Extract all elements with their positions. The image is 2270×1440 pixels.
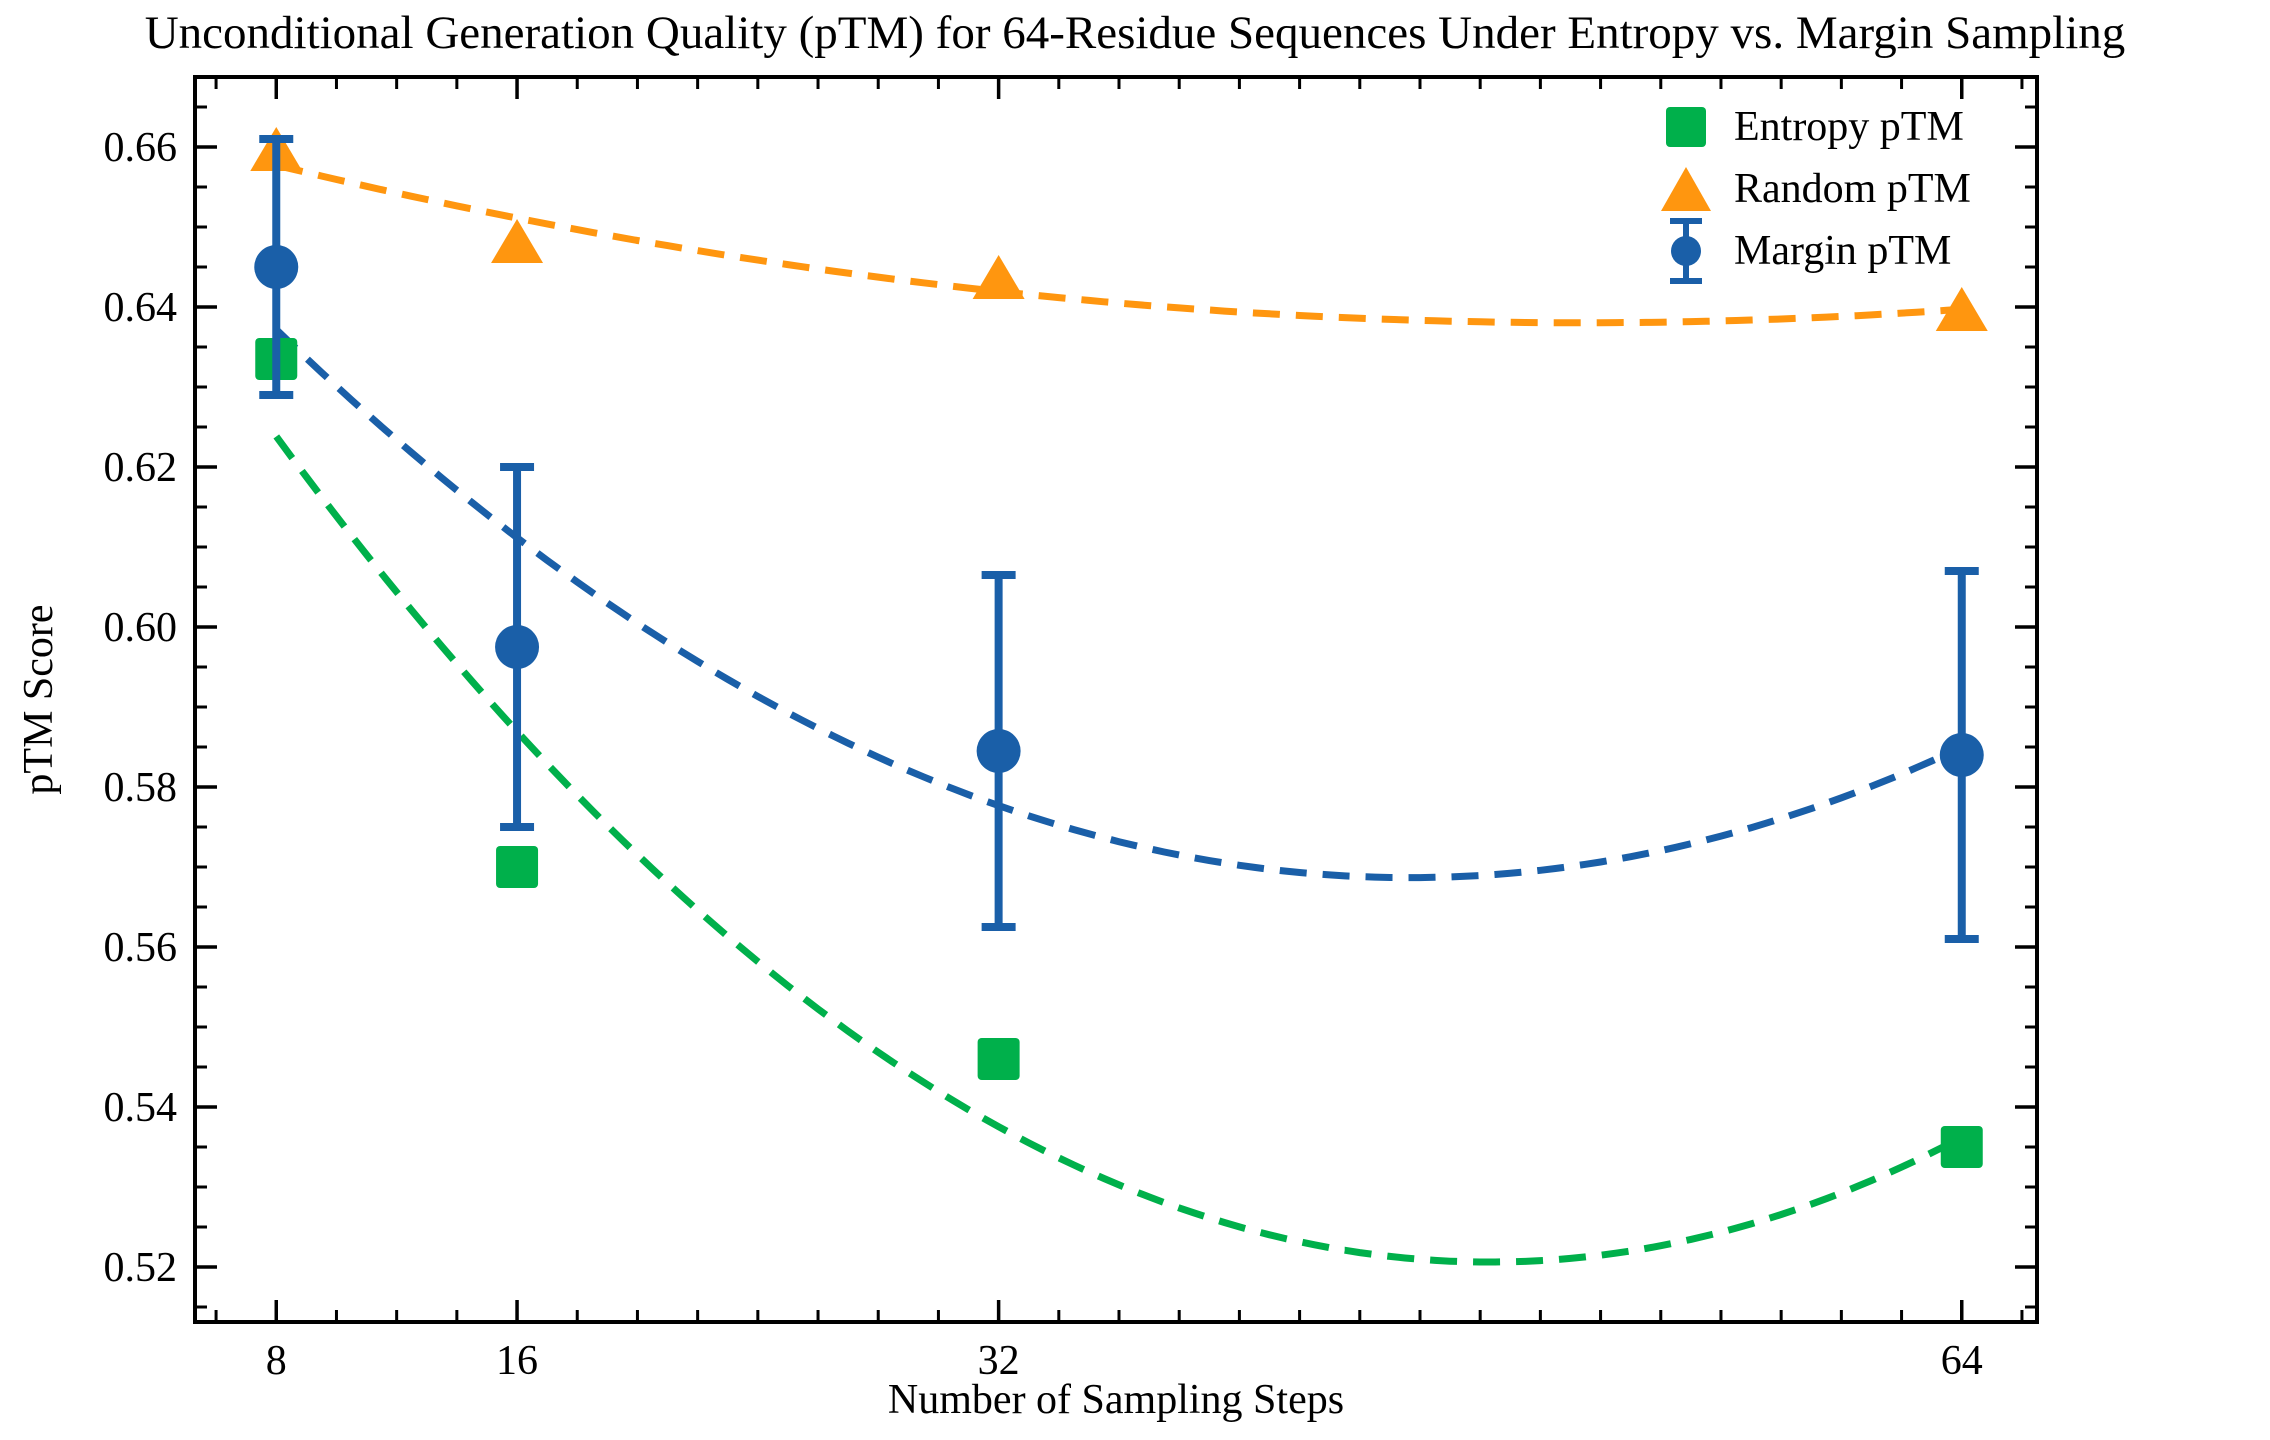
y-tick-label: 0.60 <box>104 605 178 651</box>
x-axis-label: Number of Sampling Steps <box>888 1377 1344 1423</box>
x-tick-label: 32 <box>978 1338 1020 1384</box>
data-point-margin <box>1939 733 1984 777</box>
x-tick-label: 16 <box>496 1338 538 1384</box>
legend-item-random: Random pTM <box>1638 158 1971 220</box>
data-point-random <box>1935 287 1988 331</box>
data-point-entropy <box>977 1038 1020 1080</box>
legend-label-margin: Margin pTM <box>1734 228 1952 274</box>
y-tick-label: 0.54 <box>104 1085 178 1131</box>
data-point-margin <box>495 625 540 669</box>
random-triangle-icon <box>1638 167 1734 211</box>
y-tick-label: 0.64 <box>104 285 178 331</box>
legend-item-entropy: Entropy pTM <box>1638 96 1971 158</box>
data-point-random <box>972 255 1025 299</box>
data-point-margin <box>976 729 1021 773</box>
entropy-square-icon <box>1638 107 1734 147</box>
x-tick-label: 64 <box>1941 1338 1983 1384</box>
y-axis-label: pTM Score <box>16 604 62 794</box>
data-point-entropy <box>1940 1126 1983 1168</box>
data-point-entropy <box>496 846 539 888</box>
legend-label-entropy: Entropy pTM <box>1734 104 1964 150</box>
y-tick-label: 0.62 <box>104 445 178 491</box>
plot-border <box>193 75 2039 1324</box>
legend-label-random: Random pTM <box>1734 166 1971 212</box>
legend-item-margin: Margin pTM <box>1638 218 1971 284</box>
y-tick-label: 0.66 <box>104 125 178 171</box>
data-point-margin <box>254 245 299 289</box>
y-tick-label: 0.58 <box>104 765 178 811</box>
data-point-random <box>491 219 544 263</box>
chart-title: Unconditional Generation Quality (pTM) f… <box>144 7 2126 59</box>
x-tick-label: 8 <box>266 1338 287 1384</box>
y-tick-label: 0.56 <box>104 925 178 971</box>
trend-line-circle <box>273 326 1964 882</box>
margin-errorbar-icon <box>1638 216 1734 286</box>
trend-line-square <box>273 434 1964 1266</box>
y-tick-label: 0.52 <box>104 1245 178 1291</box>
legend: Entropy pTM Random pTM Margin pTM <box>1638 96 1971 284</box>
